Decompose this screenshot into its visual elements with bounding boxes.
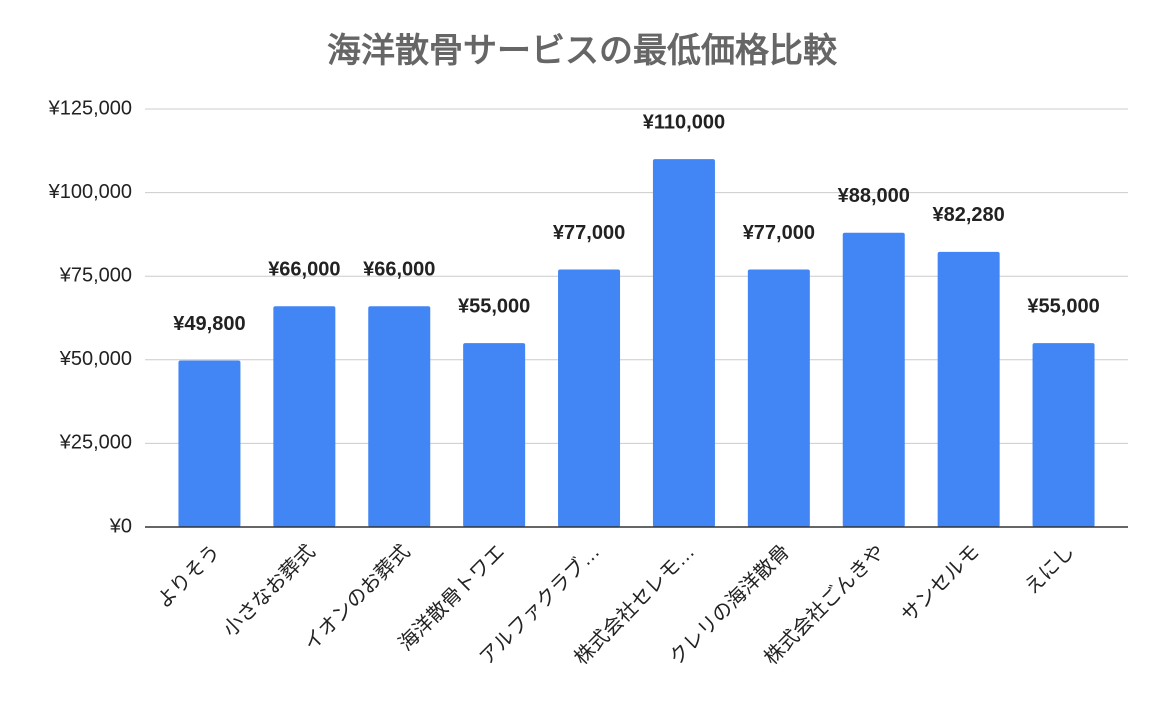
- y-tick-label: ¥25,000: [59, 432, 132, 454]
- y-tick-label: ¥100,000: [48, 181, 132, 203]
- data-label: ¥55,000: [1027, 295, 1099, 317]
- bar: [463, 343, 526, 527]
- data-label: ¥66,000: [268, 259, 340, 281]
- x-tick-label: 小さなお葬式: [219, 540, 320, 641]
- data-label: ¥66,000: [363, 259, 435, 281]
- y-tick-label: ¥50,000: [59, 348, 132, 370]
- data-label: ¥110,000: [643, 111, 725, 133]
- bar: [747, 269, 810, 527]
- chart-title: 海洋散骨サービスの最低価格比較: [327, 32, 838, 70]
- y-tick-label: ¥75,000: [59, 264, 132, 286]
- y-tick-label: ¥125,000: [48, 97, 132, 119]
- bar: [178, 360, 241, 527]
- x-tick-label: えにし: [1021, 541, 1079, 599]
- bar: [273, 306, 336, 527]
- bar: [652, 159, 715, 527]
- bar: [368, 306, 431, 527]
- y-tick-label: ¥0: [109, 515, 132, 537]
- data-label: ¥82,280: [933, 204, 1005, 226]
- data-label: ¥55,000: [458, 295, 530, 317]
- bar: [1032, 343, 1095, 527]
- x-tick-label: サンセルモ: [898, 541, 984, 627]
- data-label: ¥77,000: [743, 222, 815, 244]
- bar: [937, 251, 1000, 527]
- bar: [558, 269, 621, 527]
- bar: [842, 232, 905, 527]
- data-label: ¥49,800: [173, 313, 245, 335]
- data-label: ¥88,000: [838, 185, 910, 207]
- x-tick-label: よりそう: [153, 541, 225, 613]
- data-label: ¥77,000: [553, 222, 625, 244]
